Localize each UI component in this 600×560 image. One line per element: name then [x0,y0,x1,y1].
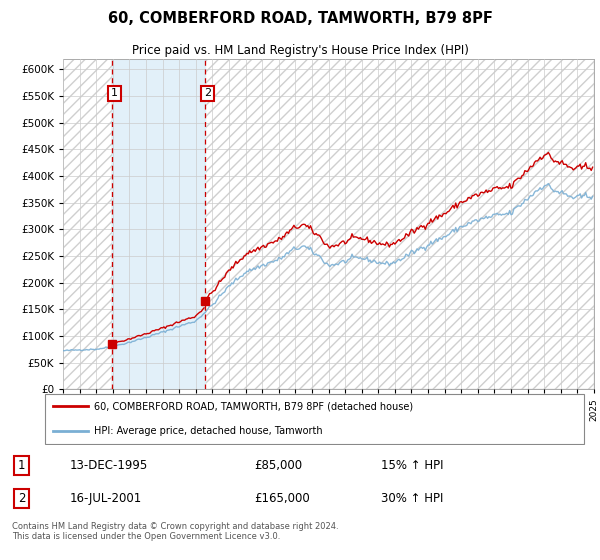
Text: Contains HM Land Registry data © Crown copyright and database right 2024.
This d: Contains HM Land Registry data © Crown c… [12,522,338,542]
Text: 2: 2 [203,88,211,99]
Text: 60, COMBERFORD ROAD, TAMWORTH, B79 8PF (detached house): 60, COMBERFORD ROAD, TAMWORTH, B79 8PF (… [94,402,413,412]
Text: £85,000: £85,000 [254,459,302,472]
FancyBboxPatch shape [45,394,584,444]
Text: HPI: Average price, detached house, Tamworth: HPI: Average price, detached house, Tamw… [94,426,322,436]
Text: 15% ↑ HPI: 15% ↑ HPI [380,459,443,472]
Bar [205,59,594,389]
Bar [63,59,112,389]
Bar [112,59,205,389]
Text: 60, COMBERFORD ROAD, TAMWORTH, B79 8PF: 60, COMBERFORD ROAD, TAMWORTH, B79 8PF [107,11,493,26]
Text: 1: 1 [111,88,118,99]
Text: 16-JUL-2001: 16-JUL-2001 [70,492,142,505]
Text: 1: 1 [18,459,25,472]
Text: 30% ↑ HPI: 30% ↑ HPI [380,492,443,505]
Text: 13-DEC-1995: 13-DEC-1995 [70,459,148,472]
Text: £165,000: £165,000 [254,492,310,505]
Bar [63,59,112,389]
Bar [205,59,594,389]
Text: 2: 2 [18,492,25,505]
Text: Price paid vs. HM Land Registry's House Price Index (HPI): Price paid vs. HM Land Registry's House … [131,44,469,57]
